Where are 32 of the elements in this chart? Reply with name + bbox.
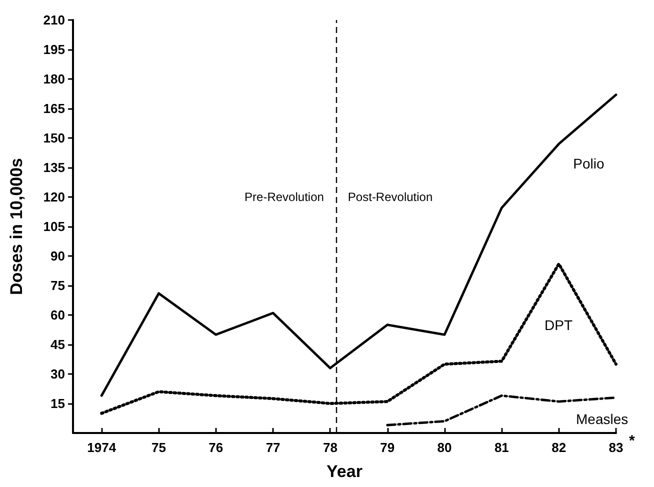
series-label: Measles (576, 411, 628, 428)
y-tick-label: 15 (50, 396, 65, 411)
y-tick-label: 210 (43, 12, 65, 28)
x-tick-label: 76 (208, 440, 224, 455)
y-tick-label: 90 (50, 248, 65, 264)
x-tick-label: 83 (608, 440, 624, 455)
y-tick-label: 45 (50, 337, 65, 352)
y-tick-label: 60 (50, 308, 65, 322)
y-tick-label: 105 (43, 219, 65, 234)
text: * (629, 432, 635, 450)
annotation: Post-Revolution (348, 190, 433, 204)
series-label: Polio (573, 156, 604, 172)
x-tick-label: 81 (494, 440, 509, 455)
x-tick-label: 80 (437, 440, 452, 455)
y-tick-label: 135 (43, 160, 65, 175)
y-tick-label: 150 (43, 130, 65, 146)
x-tick-label: 79 (380, 440, 395, 455)
y-tick-label: 30 (50, 366, 65, 382)
x-tick-label: 75 (152, 440, 166, 455)
x-tick-label: 78 (322, 440, 338, 455)
y-axis-title: Doses in 10,000s (7, 158, 26, 296)
y-tick-label: 195 (43, 42, 65, 57)
x-tick-label: 77 (266, 440, 280, 455)
y-tick-label: 180 (43, 72, 65, 86)
x-tick-label: 82 (552, 440, 566, 455)
y-tick-label: 165 (43, 101, 65, 116)
x-tick-label: 1974 (87, 440, 117, 455)
annotation: Pre-Revolution (244, 190, 324, 204)
y-tick-label: 120 (43, 190, 65, 204)
y-tick-label: 75 (50, 278, 65, 293)
x-axis-title: Year (326, 462, 363, 481)
series-label: DPT (544, 316, 573, 333)
